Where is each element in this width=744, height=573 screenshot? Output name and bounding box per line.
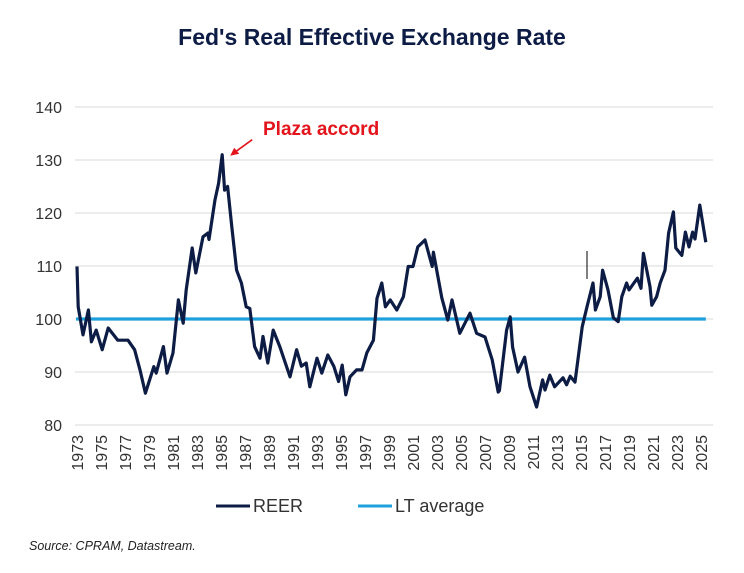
x-tick-label: 2023 [670, 435, 687, 471]
x-tick-label: 1985 [214, 435, 231, 471]
x-tick-label: 2015 [574, 435, 591, 471]
x-tick-label: 1997 [358, 435, 375, 471]
x-tick-label: 2007 [478, 435, 495, 471]
x-tick-label: 2003 [430, 435, 447, 471]
legend-label-reer: REER [253, 496, 303, 516]
y-tick-label: 100 [35, 312, 62, 329]
x-tick-label: 2005 [454, 435, 471, 471]
x-tick-label: 2013 [550, 435, 567, 471]
y-tick-label: 90 [44, 365, 62, 382]
y-tick-label: 80 [44, 418, 62, 435]
y-tick-label: 130 [35, 153, 62, 170]
x-tick-label: 1995 [334, 435, 351, 471]
x-tick-label: 1989 [262, 435, 279, 471]
x-tick-label: 1981 [166, 435, 183, 471]
x-tick-label: 1973 [70, 435, 87, 471]
x-tick-label: 1979 [142, 435, 159, 471]
source-note: Source: CPRAM, Datastream. [29, 539, 196, 553]
chart-title: Fed's Real Effective Exchange Rate [178, 24, 566, 50]
x-tick-label: 2025 [694, 435, 711, 471]
x-tick-label: 1999 [382, 435, 399, 471]
annotation-label: Plaza accord [263, 119, 379, 140]
x-tick-label: 2021 [646, 435, 663, 471]
x-tick-label: 1977 [118, 435, 135, 471]
y-tick-label: 140 [35, 100, 62, 117]
x-tick-label: 2017 [598, 435, 615, 471]
x-tick-label: 1991 [286, 435, 303, 471]
x-tick-label: 1993 [310, 435, 327, 471]
arrow-head-icon [230, 147, 240, 156]
legend-label-lt-average: LT average [395, 496, 484, 516]
x-tick-label: 1987 [238, 435, 255, 471]
x-tick-label: 2009 [502, 435, 519, 471]
x-tick-label: 2019 [622, 435, 639, 471]
x-tick-label: 1983 [190, 435, 207, 471]
x-tick-label: 2001 [406, 435, 423, 471]
y-tick-label: 110 [36, 259, 62, 276]
reer-line [75, 153, 708, 409]
y-tick-label: 120 [35, 206, 62, 223]
x-tick-label: 2011 [526, 435, 543, 470]
x-tick-label: 1975 [94, 435, 111, 471]
annotation-arrow [233, 139, 253, 154]
